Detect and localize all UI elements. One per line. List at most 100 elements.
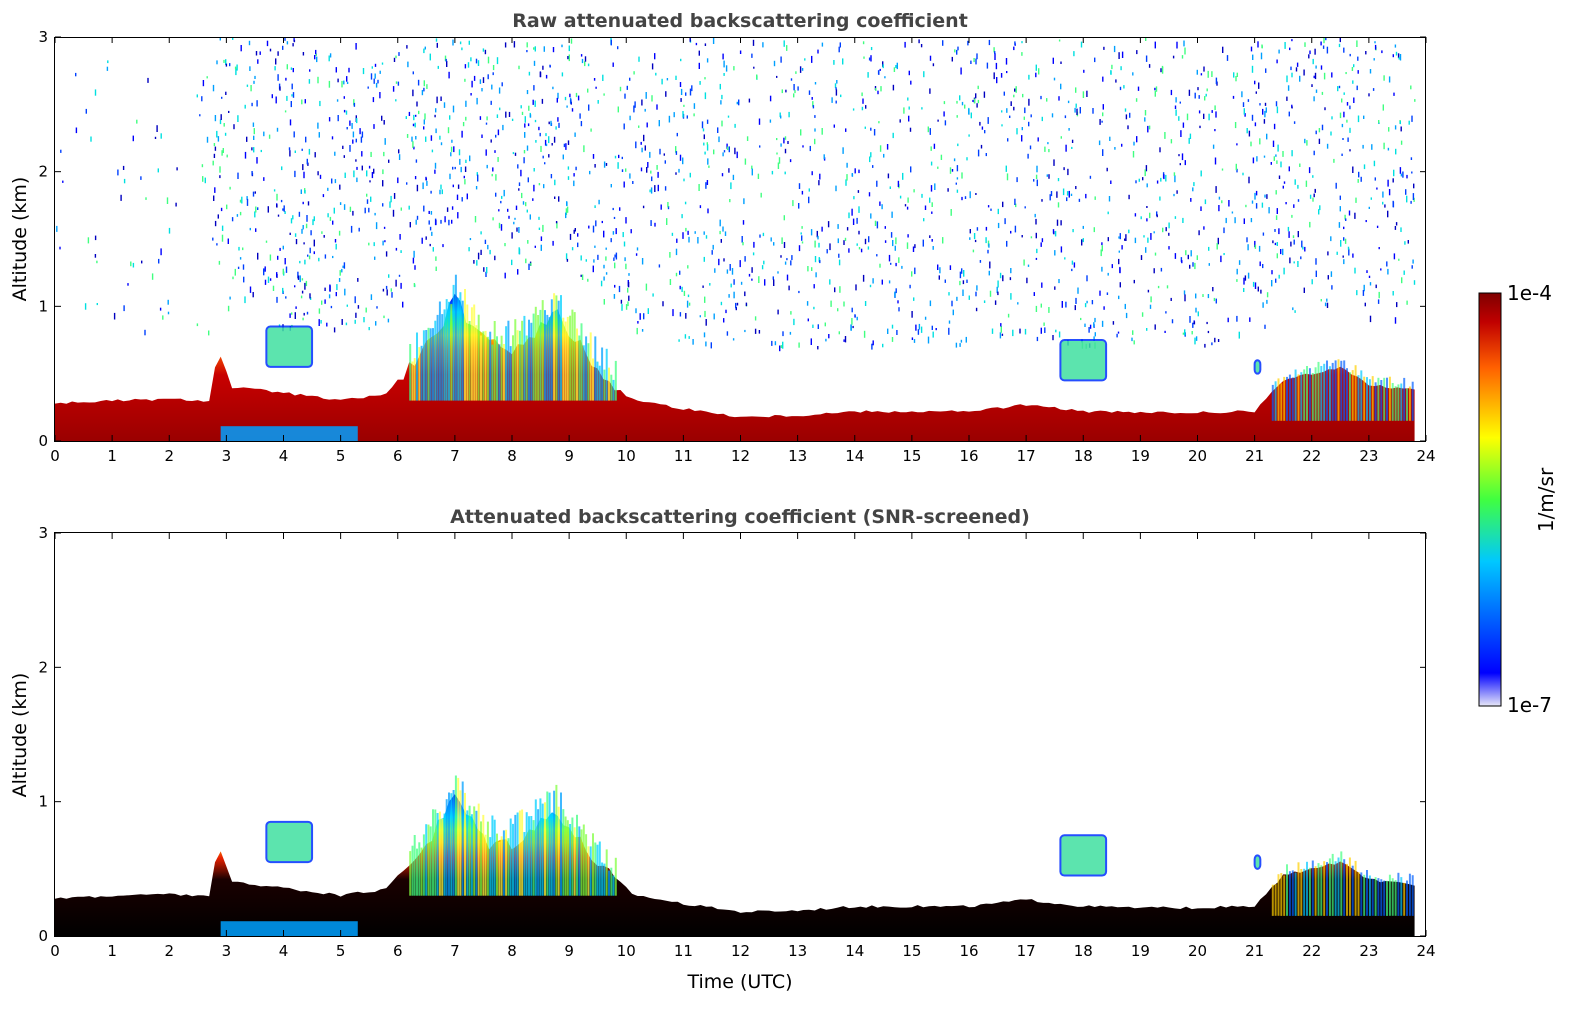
noise-speck (752, 252, 755, 256)
noise-speck (214, 187, 216, 193)
noise-speck (1283, 181, 1286, 184)
raw-plume-streak (498, 344, 501, 401)
noise-speck (1381, 50, 1383, 54)
noise-speck (1004, 218, 1006, 225)
noise-speck (255, 228, 257, 232)
noise-speck (1146, 206, 1148, 208)
noise-speck (1147, 289, 1150, 293)
noise-speck (861, 106, 864, 111)
raw-evening-streak (1366, 377, 1368, 421)
noise-speck (1220, 255, 1222, 263)
raw-evening-streak (1360, 370, 1363, 421)
noise-speck (852, 218, 855, 225)
noise-speck (594, 164, 596, 168)
noise-speck (160, 133, 162, 139)
noise-speck (808, 188, 810, 192)
raw-evening-streak (1386, 377, 1388, 421)
noise-speck (107, 60, 109, 64)
noise-speck (728, 294, 730, 298)
noise-speck (858, 206, 860, 213)
noise-speck (777, 271, 779, 274)
noise-speck (504, 42, 507, 48)
noise-speck (780, 56, 782, 63)
noise-speck (1163, 174, 1165, 180)
screened-plume-streak (541, 803, 544, 896)
raw-plume-streak (610, 374, 613, 401)
noise-speck (1387, 268, 1389, 275)
noise-speck (1002, 201, 1004, 208)
noise-speck (931, 202, 933, 207)
screened-evening-streak (1314, 866, 1317, 916)
noise-speck (884, 226, 886, 229)
noise-speck (555, 221, 558, 224)
noise-speck (1060, 61, 1062, 64)
screened-evening-streak (1403, 882, 1406, 916)
noise-speck (225, 63, 228, 67)
noise-speck (1108, 196, 1111, 202)
noise-speck (1030, 236, 1033, 239)
noise-speck (735, 307, 737, 311)
noise-speck (304, 99, 306, 104)
noise-speck (538, 216, 540, 220)
noise-speck (798, 290, 800, 294)
noise-speck (679, 154, 682, 161)
screened-evening-streak (1343, 859, 1346, 916)
screened-plume-streak (555, 784, 558, 896)
noise-speck (857, 190, 860, 193)
noise-speck (930, 185, 933, 192)
noise-speck (120, 194, 122, 201)
noise-speck (533, 60, 536, 66)
noise-speck (320, 320, 322, 324)
noise-speck (575, 92, 578, 98)
noise-speck (1140, 255, 1143, 260)
noise-speck (1227, 317, 1229, 323)
noise-speck (697, 237, 699, 244)
noise-speck (1383, 75, 1385, 81)
noise-speck (571, 247, 574, 251)
noise-speck (1344, 238, 1347, 244)
raw-plume-streak (596, 361, 599, 401)
noise-speck (1368, 206, 1370, 209)
noise-speck (413, 283, 416, 287)
noise-speck (1295, 67, 1298, 72)
noise-speck (1102, 104, 1104, 110)
colorbar-unit-label: 1/m/sr (1534, 467, 1558, 532)
noise-speck (844, 336, 847, 343)
noise-speck (1323, 72, 1326, 80)
noise-speck (619, 86, 622, 92)
noise-speck (1102, 112, 1104, 117)
raw-elevated-layer (265, 325, 314, 368)
noise-speck (1254, 282, 1257, 289)
noise-speck (955, 342, 958, 348)
raw-elevated-layer (1253, 359, 1262, 375)
raw-plume-streak (562, 317, 565, 401)
noise-speck (343, 109, 346, 113)
noise-speck (789, 331, 792, 335)
noise-speck (878, 121, 880, 124)
noise-speck (678, 339, 680, 342)
noise-speck (498, 222, 501, 229)
noise-speck (617, 46, 619, 50)
screened-evening-streak (1280, 873, 1283, 916)
noise-speck (684, 201, 687, 205)
noise-speck (407, 61, 409, 68)
noise-speck (147, 77, 149, 83)
noise-speck (543, 184, 545, 189)
screened-plume-streak (560, 792, 562, 896)
noise-speck (541, 98, 544, 104)
noise-speck (1114, 147, 1116, 150)
noise-speck (1343, 111, 1345, 118)
noise-speck (1406, 195, 1408, 203)
noise-speck (1231, 211, 1234, 214)
noise-speck (851, 307, 853, 313)
noise-speck (813, 284, 815, 289)
noise-speck (871, 343, 873, 350)
noise-speck (382, 240, 384, 246)
noise-speck (1204, 96, 1206, 101)
noise-speck (450, 146, 453, 152)
noise-speck (762, 232, 765, 237)
raw-plume-streak (569, 315, 572, 401)
screened-evening-streak (1288, 871, 1291, 916)
noise-speck (414, 122, 416, 128)
noise-speck (678, 168, 680, 173)
